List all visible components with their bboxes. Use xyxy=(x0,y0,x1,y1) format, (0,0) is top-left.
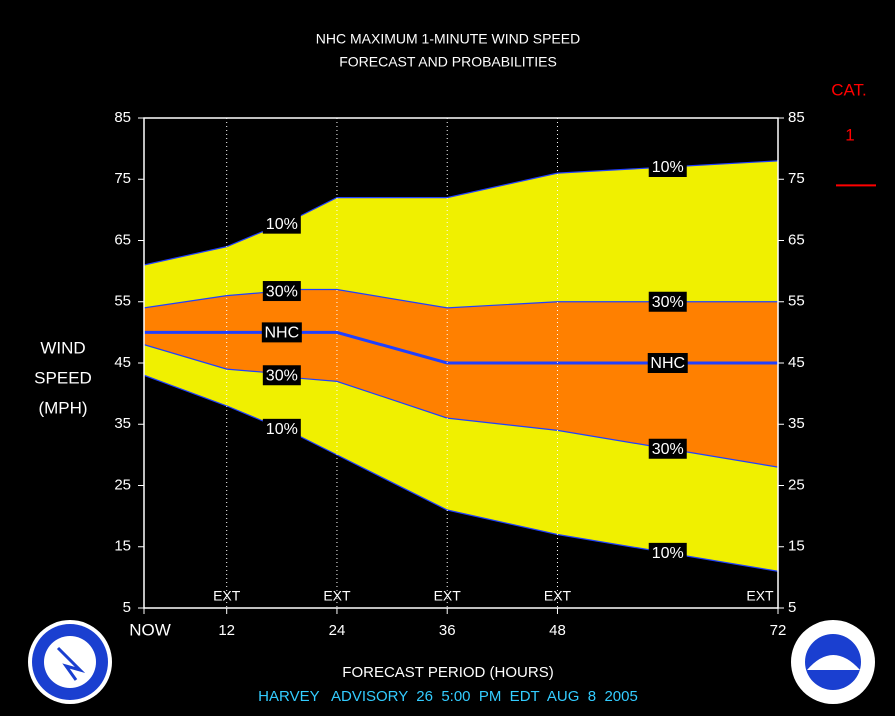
curve-label-box xyxy=(262,213,301,234)
series-line xyxy=(143,344,779,468)
curve-label: NHC xyxy=(650,355,685,372)
curve-label-box xyxy=(648,438,687,459)
curve-label-box xyxy=(647,353,688,373)
curve-label-box xyxy=(648,291,687,312)
x-tick-label: NOW xyxy=(129,620,171,639)
ext-label: EXT xyxy=(434,588,462,604)
y-axis-label: WIND xyxy=(40,338,85,357)
chart-title: NHC MAXIMUM 1-MINUTE WIND SPEED xyxy=(316,31,580,47)
y-tick-label: 25 xyxy=(114,476,131,493)
x-tick-label: 24 xyxy=(329,622,346,639)
y2-tick-label: 45 xyxy=(788,354,805,371)
chart-title: FORECAST AND PROBABILITIES xyxy=(339,54,557,70)
footer: HARVEY ADVISORY 26 5:00 PM EDT AUG 8 200… xyxy=(258,688,638,705)
y2-tick-label: 5 xyxy=(788,599,796,616)
logo-bird xyxy=(807,655,860,670)
ext-label: EXT xyxy=(213,588,241,604)
y2-tick-label: 65 xyxy=(788,231,805,248)
noaa-logo xyxy=(791,620,875,704)
curve-label-box xyxy=(262,365,301,386)
logo-bolt xyxy=(56,646,86,681)
series-line xyxy=(143,288,778,309)
ext-label: EXT xyxy=(746,588,774,604)
curve-label-box xyxy=(648,542,687,563)
curve-label: 30% xyxy=(652,294,684,311)
series-line xyxy=(144,330,778,365)
y-tick-label: 45 xyxy=(114,354,131,371)
curve-label-box xyxy=(648,157,687,177)
x-tick-label: 12 xyxy=(218,622,235,639)
x-axis-label: FORECAST PERIOD (HOURS) xyxy=(342,664,553,681)
y-tick-label: 5 xyxy=(123,599,131,616)
y-axis-label: (MPH) xyxy=(38,398,87,417)
curve-label: 10% xyxy=(266,421,298,438)
curve-label: 10% xyxy=(266,216,298,233)
curve-label-box xyxy=(262,281,301,302)
y-axis-label: SPEED xyxy=(34,368,92,387)
y-tick-label: 65 xyxy=(114,231,131,248)
ext-label: EXT xyxy=(544,588,572,604)
curve-label: 10% xyxy=(652,159,684,176)
curve-label: 30% xyxy=(266,367,298,384)
y2-tick-label: 25 xyxy=(788,476,805,493)
ext-label: EXT xyxy=(323,588,351,604)
category-label: 1 xyxy=(845,125,854,144)
y-tick-label: 35 xyxy=(114,415,131,432)
x-tick-label: 72 xyxy=(770,622,787,639)
y-tick-label: 55 xyxy=(114,293,131,310)
category-title: CAT. xyxy=(831,80,867,99)
y2-tick-label: 55 xyxy=(788,293,805,310)
curve-label: 30% xyxy=(652,441,684,458)
y-tick-label: 85 xyxy=(114,109,131,126)
x-tick-label: 36 xyxy=(439,622,456,639)
curve-label-box xyxy=(261,322,302,343)
series-line xyxy=(143,160,779,266)
y2-tick-label: 15 xyxy=(788,538,805,555)
probability-band xyxy=(144,289,778,468)
curve-label: 10% xyxy=(652,545,684,562)
y-tick-label: 75 xyxy=(114,170,131,187)
curve-label-box xyxy=(262,418,301,439)
nws-logo xyxy=(28,620,112,704)
x-tick-label: 48 xyxy=(549,622,566,639)
curve-label: 30% xyxy=(266,283,298,300)
y-tick-label: 15 xyxy=(114,538,131,555)
y2-tick-label: 35 xyxy=(788,415,805,432)
y2-tick-label: 75 xyxy=(788,170,805,187)
y2-tick-label: 85 xyxy=(788,109,805,126)
curve-label: NHC xyxy=(264,325,299,342)
